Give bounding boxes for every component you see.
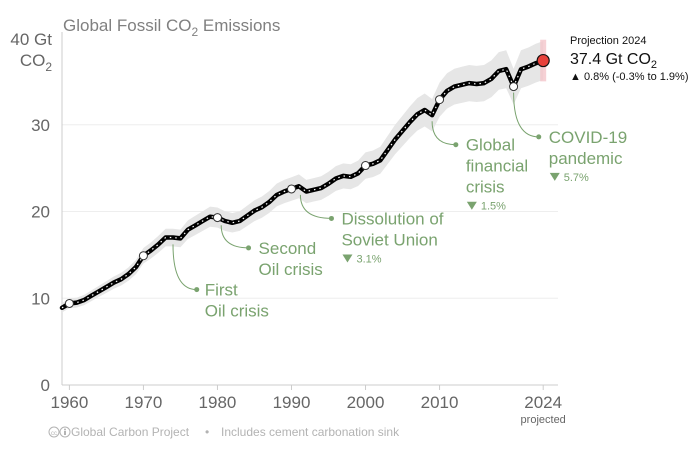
marker-2010	[435, 95, 445, 105]
x-tick-1970: 1970	[125, 393, 163, 412]
y-tick-20: 20	[31, 203, 50, 222]
projection-label: Projection 2024	[570, 35, 646, 47]
projection-change: ▲ 0.8% (-0.3% to 1.9%)	[570, 71, 689, 83]
annotation-gfc-line1: Global	[466, 136, 515, 155]
footer-note: Includes cement carbonation sink	[221, 425, 400, 439]
y-tick-30: 30	[31, 116, 50, 135]
chart-title: Global Fossil CO2 Emissions	[63, 16, 280, 39]
leader-dot-first-oil	[194, 287, 200, 293]
drop-triangle-icon	[342, 254, 353, 263]
x-tick-2000: 2000	[347, 393, 385, 412]
drop-triangle-icon	[549, 172, 560, 181]
x-tick-2010: 2010	[421, 393, 459, 412]
leader-dot-covid	[536, 134, 542, 140]
x-tick-2024: 2024	[524, 393, 562, 412]
creative-commons-icon: cc	[48, 426, 60, 438]
annotation-soviet-union: Dissolution of Soviet Union 3.1%	[341, 209, 443, 265]
y-ticks: 0 10 20 30	[31, 116, 50, 395]
x-tick-1960: 1960	[50, 393, 88, 412]
annotation-covid-line1: COVID-19	[549, 128, 627, 147]
projection-value: 37.4 Gt CO2	[570, 51, 657, 71]
annotation-gfc-drop: 1.5%	[481, 201, 506, 213]
leader-dot-second-oil	[246, 245, 252, 251]
marker-1990	[286, 184, 296, 194]
annotation-first-oil-crisis: First Oil crisis	[205, 281, 269, 321]
gridlines	[62, 124, 558, 299]
leader-line-soviet	[299, 194, 332, 219]
x-tick-1990: 1990	[273, 393, 311, 412]
leader-line-second-oil	[220, 225, 249, 249]
annotation-covid-line2: pandemic	[549, 149, 623, 168]
annotation-first-oil-line1: First	[205, 281, 238, 300]
annotation-soviet-line2: Soviet Union	[341, 230, 437, 249]
y-tick-10: 10	[31, 289, 50, 308]
leader-line-gfc	[431, 121, 456, 146]
x-tick-sublabel-projected: projected	[521, 414, 566, 426]
footer: cc Global Carbon Project • Includes ceme…	[48, 425, 400, 439]
marker-1960	[64, 298, 74, 308]
y-tick-0: 0	[41, 376, 50, 395]
footer-source: Global Carbon Project	[71, 425, 190, 439]
annotation-covid-drop: 5.7%	[564, 172, 589, 184]
y-axis-unit: CO2	[20, 51, 53, 74]
annotation-soviet-drop: 3.1%	[356, 253, 381, 265]
annotation-second-oil-crisis: Second Oil crisis	[259, 239, 323, 279]
marker-2020	[509, 82, 519, 92]
annotation-second-oil-line1: Second	[259, 239, 317, 258]
annotation-gfc-line3: crisis	[466, 178, 505, 197]
footer-separator: •	[205, 425, 209, 439]
leader-line-covid	[513, 92, 539, 138]
x-ticks: 1960 1970 1980 1990 2000 2010 2024	[50, 385, 562, 412]
marker-1980	[212, 213, 222, 223]
annotation-soviet-line1: Dissolution of	[341, 209, 443, 228]
decade-markers	[64, 82, 519, 308]
annotation-second-oil-line2: Oil crisis	[259, 260, 323, 279]
marker-1970	[138, 251, 148, 261]
annotation-global-financial-crisis: Global financial crisis 1.5%	[466, 136, 528, 213]
drop-triangle-icon	[466, 201, 477, 210]
leader-dot-gfc	[453, 142, 459, 148]
x-tick-1980: 1980	[199, 393, 237, 412]
y-axis-label: 40 Gt	[10, 30, 52, 49]
annotation-leader-lines	[172, 92, 542, 293]
leader-line-first-oil	[172, 244, 197, 291]
svg-text:cc: cc	[51, 431, 57, 437]
annotation-gfc-line2: financial	[466, 157, 528, 176]
attribution-icon	[59, 426, 71, 438]
leader-dot-soviet	[328, 215, 334, 221]
projection-2024-marker	[536, 53, 550, 68]
annotation-covid-pandemic: COVID-19 pandemic 5.7%	[549, 128, 627, 184]
annotation-first-oil-line2: Oil crisis	[205, 302, 269, 321]
marker-2000	[361, 161, 371, 171]
